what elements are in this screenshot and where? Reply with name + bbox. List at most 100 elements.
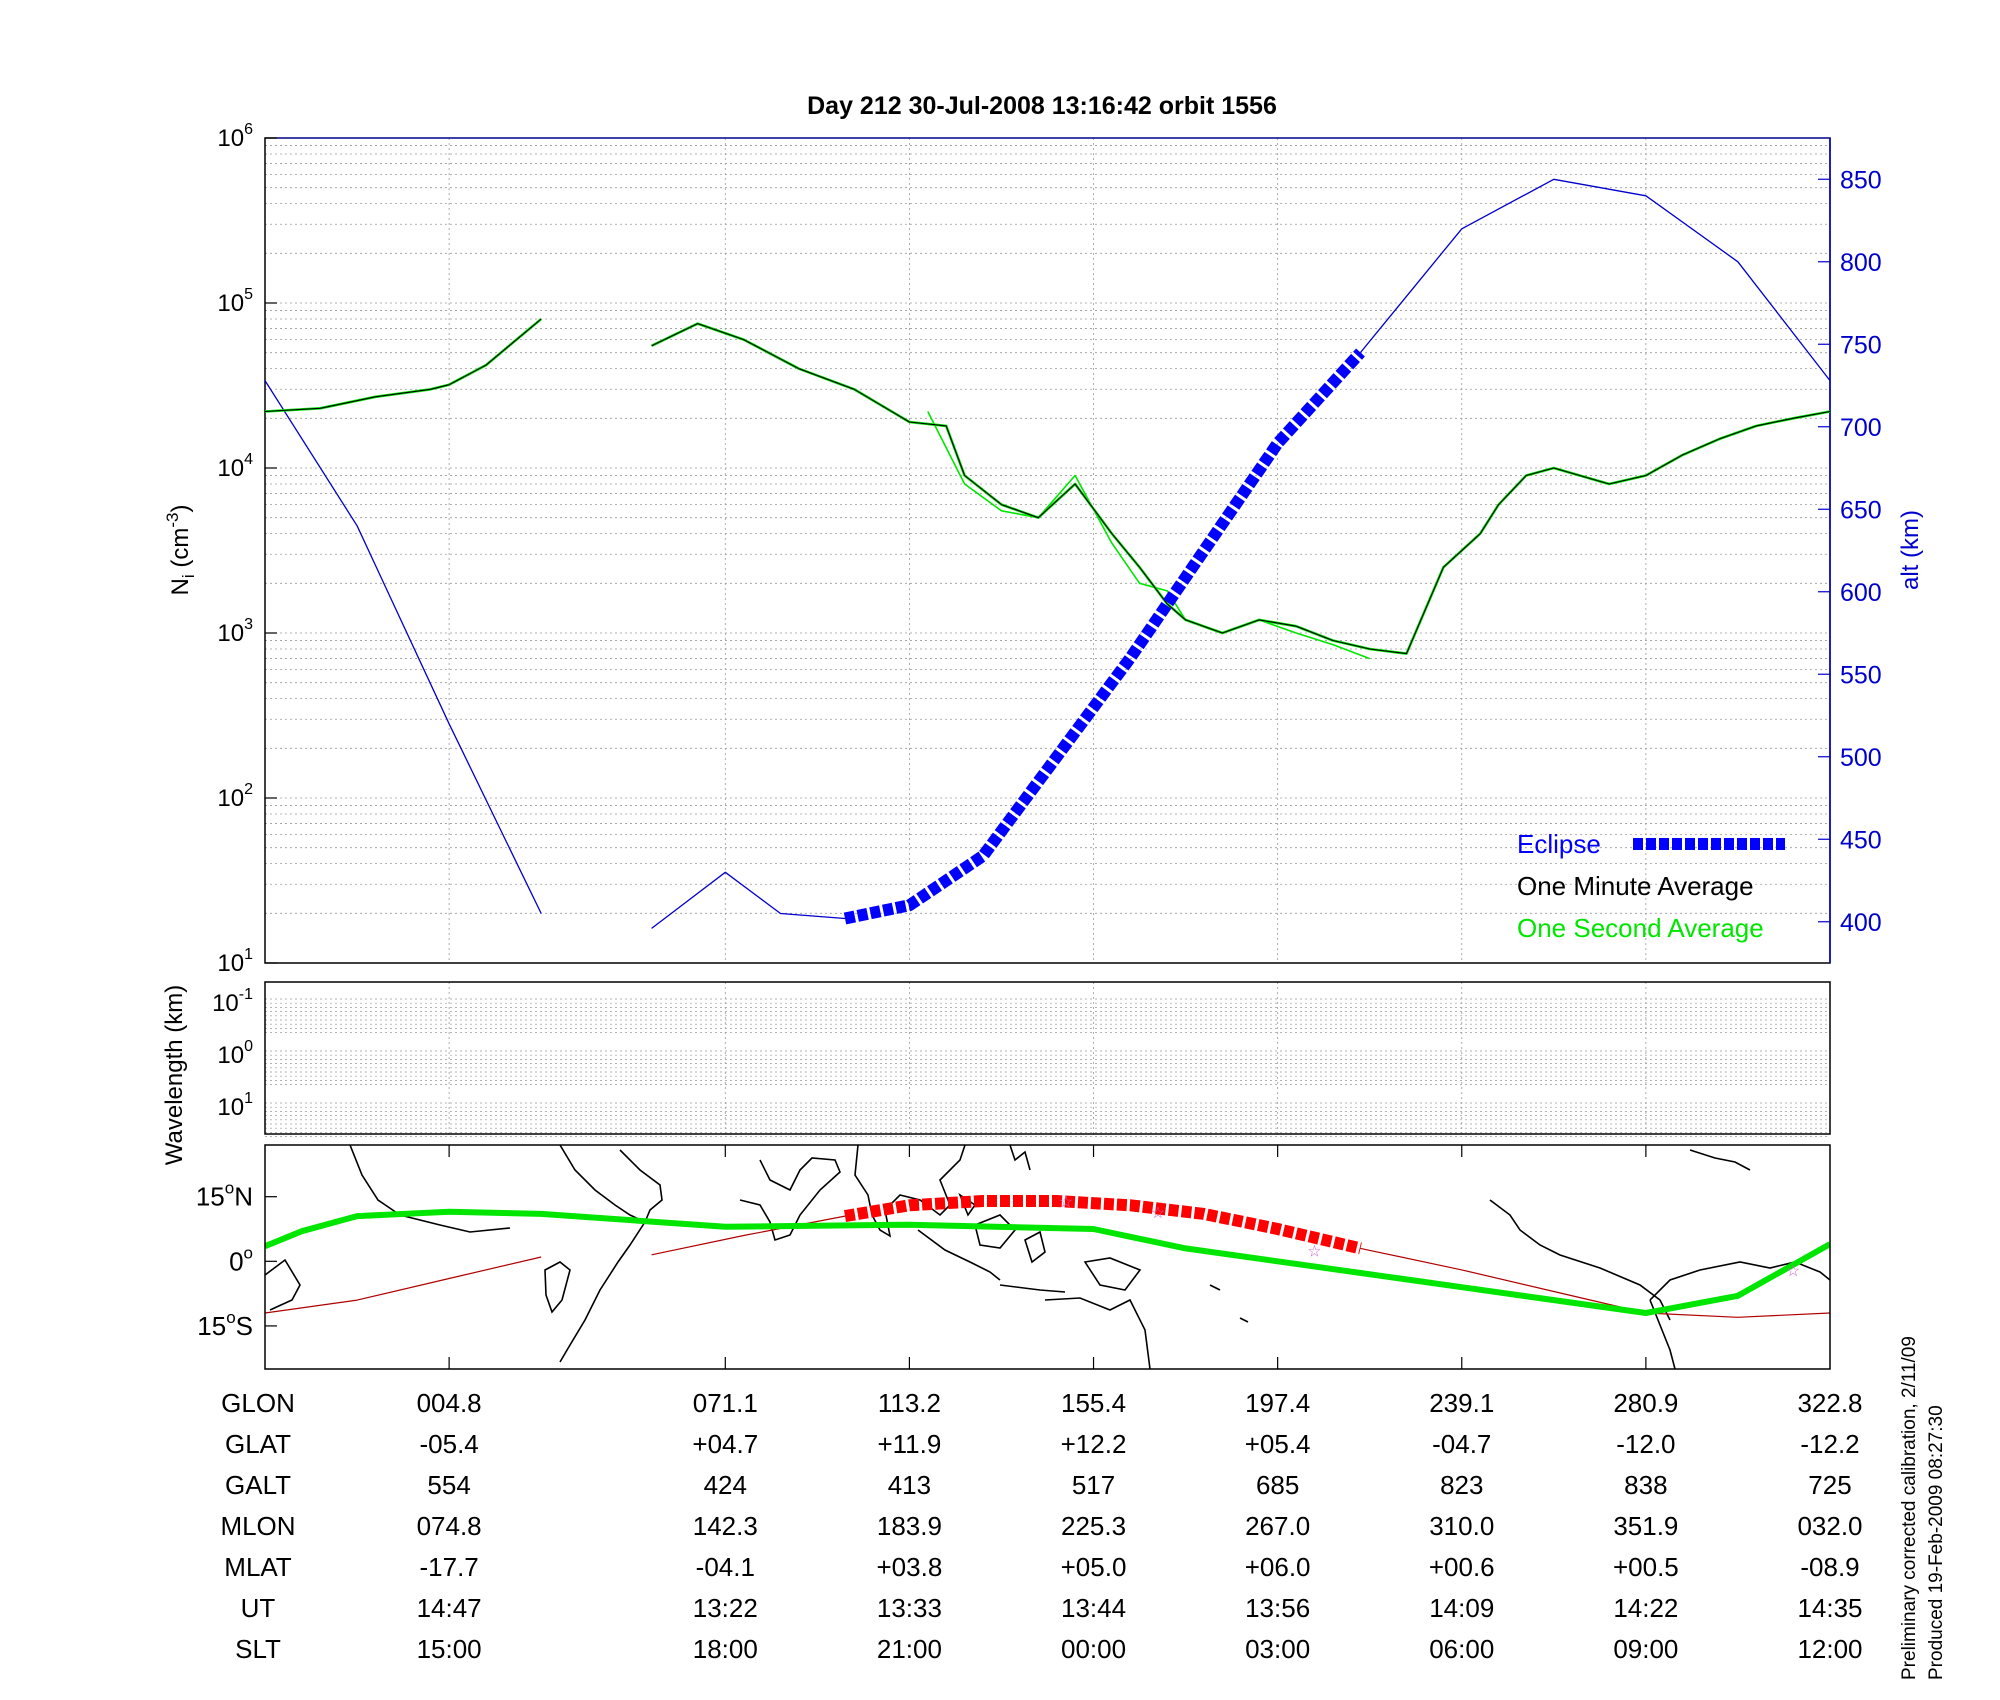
satellite-track-line	[651, 1215, 846, 1256]
latitude-tick-label: 15oN	[196, 1179, 253, 1212]
track-marker-star: ☆	[1059, 1194, 1073, 1211]
table-cell: 155.4	[1061, 1388, 1126, 1418]
table-cell: 838	[1624, 1470, 1667, 1500]
coastline-sulawesi	[1024, 1230, 1046, 1264]
coastline-africa-west	[265, 1258, 301, 1311]
main-panel-series	[264, 178, 1831, 929]
table-cell: +11.9	[877, 1429, 941, 1459]
legend: Eclipse One Minute Average One Second Av…	[1517, 829, 1785, 943]
density-tick-label: 101	[217, 946, 253, 977]
alt-tick-label: 550	[1840, 661, 1882, 689]
table-cell: 074.8	[417, 1511, 482, 1541]
alt-tick-label: 750	[1840, 331, 1882, 359]
table-cell: +05.0	[1061, 1552, 1127, 1582]
table-cell: +12.2	[1061, 1429, 1127, 1459]
map-latitude-axis: 15oN 0o 15oS	[196, 1179, 277, 1341]
density-tick-label: 102	[217, 781, 253, 812]
table-row-label: MLON	[220, 1511, 295, 1541]
alt-tick-label: 700	[1840, 414, 1882, 442]
alt-axis-label: alt (km)	[1897, 510, 1924, 590]
track-marker-star: ☆	[1307, 1244, 1321, 1261]
table-cell: -05.4	[419, 1429, 478, 1459]
table-cell: 13:44	[1061, 1593, 1126, 1623]
legend-second-label: One Second Average	[1517, 913, 1764, 943]
table-cell: 09:00	[1613, 1634, 1678, 1664]
table-cell: 12:00	[1797, 1634, 1862, 1664]
table-cell: 197.4	[1245, 1388, 1310, 1418]
wavelength-panel-gridlines	[265, 982, 1830, 1137]
magnetic-equator-line	[265, 1208, 1830, 1316]
alt-line	[1359, 178, 1831, 381]
table-row-label: SLT	[235, 1634, 281, 1664]
main-panel-gridlines	[265, 138, 1830, 964]
table-cell: 239.1	[1429, 1388, 1494, 1418]
satellite-track-line	[1360, 1247, 1830, 1318]
table-cell: -12.0	[1616, 1429, 1675, 1459]
ephemeris-table: GLON GLAT GALT MLON MLAT UT SLT 004.8 071.1 113.2…	[220, 1388, 1862, 1664]
satellite-track-line	[265, 1256, 542, 1314]
table-cell: 21:00	[877, 1634, 942, 1664]
one-minute-average-line	[264, 318, 542, 413]
wavelength-tick-label: 10-1	[212, 986, 253, 1017]
table-cell: -12.2	[1800, 1429, 1859, 1459]
wavelength-axis: 10-1 100 101	[212, 986, 253, 1121]
coastline-borneo	[974, 1214, 1017, 1249]
table-cell: 267.0	[1245, 1511, 1310, 1541]
table-cell: 14:47	[417, 1593, 482, 1623]
coastline-pacific-islands	[1209, 1284, 1249, 1323]
table-cell: 517	[1072, 1470, 1115, 1500]
alt-axis: 400 450 500 550 600 650 700 750 800 850	[1818, 166, 1882, 937]
table-cell: -04.7	[1432, 1429, 1491, 1459]
table-cell: +04.7	[692, 1429, 758, 1459]
table-cell: 032.0	[1797, 1511, 1862, 1541]
table-row-label: MLAT	[224, 1552, 292, 1582]
alt-tick-label: 400	[1840, 909, 1882, 937]
table-cell: 14:22	[1613, 1593, 1678, 1623]
density-axis: 101 102 103 104 105 106	[217, 121, 277, 977]
alt-line	[264, 380, 542, 914]
satellite-track-eclipse-line	[844, 1195, 1362, 1255]
table-cell: 554	[427, 1470, 470, 1500]
alt-tick-label: 800	[1840, 249, 1882, 277]
map-gridlines	[448, 1145, 1647, 1369]
coastline-south-america-north	[1649, 1261, 1830, 1301]
table-cell: +03.8	[877, 1552, 943, 1582]
table-cell: 142.3	[693, 1511, 758, 1541]
table-cell: 03:00	[1245, 1634, 1310, 1664]
table-cell: 322.8	[1797, 1388, 1862, 1418]
coastline-japan	[1009, 1145, 1031, 1171]
table-cell: 183.9	[877, 1511, 942, 1541]
density-tick-label: 105	[217, 286, 253, 317]
eclipse-line	[843, 348, 1365, 925]
alt-tick-label: 500	[1840, 744, 1882, 772]
table-cell: 823	[1440, 1470, 1483, 1500]
table-cell: 13:22	[693, 1593, 758, 1623]
coastline-indochina	[854, 1145, 966, 1238]
legend-minute-label: One Minute Average	[1517, 871, 1754, 901]
coastline-caribbean	[1689, 1149, 1751, 1171]
table-cell: 310.0	[1429, 1511, 1494, 1541]
table-cell: 725	[1808, 1470, 1851, 1500]
one-minute-average-line	[651, 323, 1831, 655]
coastline-sumatra	[917, 1229, 1001, 1281]
coastline-madagascar	[544, 1261, 571, 1314]
footer-produced-date: Produced 19-Feb-2009 08:27:30	[1926, 1405, 1947, 1680]
wavelength-axis-label: Wavelength (km)	[161, 985, 188, 1166]
alt-tick-label: 650	[1840, 496, 1882, 524]
one-minute-average-halo	[264, 318, 543, 413]
table-cell: -04.1	[696, 1552, 755, 1582]
table-cell: 004.8	[417, 1388, 482, 1418]
coastline-java	[999, 1284, 1066, 1293]
density-tick-label: 106	[217, 121, 253, 152]
table-cell: 413	[888, 1470, 931, 1500]
coastline-africa-gulf	[349, 1145, 511, 1233]
table-row-label: GALT	[225, 1470, 291, 1500]
footer-calibration-note: Preliminary corrected calibration, 2/11/…	[1899, 1336, 1920, 1680]
alt-tick-label: 450	[1840, 826, 1882, 854]
track-marker-star: ☆	[1786, 1263, 1800, 1280]
table-cell: 15:00	[417, 1634, 482, 1664]
coastline-australia-north	[1044, 1297, 1151, 1369]
chart-title: Day 212 30-Jul-2008 13:16:42 orbit 1556	[807, 92, 1277, 120]
alt-tick-label: 600	[1840, 579, 1882, 607]
